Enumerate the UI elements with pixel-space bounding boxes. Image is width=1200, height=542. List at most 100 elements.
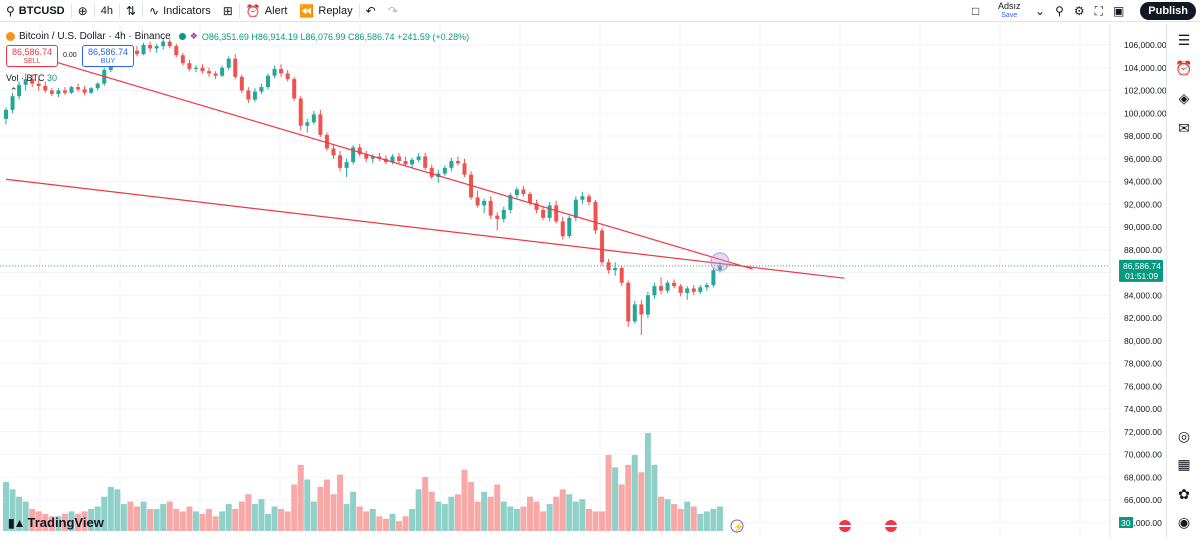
volume-bar xyxy=(599,511,606,531)
volume-bar xyxy=(48,516,55,531)
volume-bar xyxy=(206,508,213,531)
candle-body xyxy=(593,201,598,231)
chevron-down-icon[interactable]: ⌄ xyxy=(1035,4,1046,18)
candle-body xyxy=(514,189,519,196)
candle-body xyxy=(423,156,428,168)
candle xyxy=(711,267,716,288)
volume-legend[interactable]: Vol · BTC 30 xyxy=(6,73,57,83)
layers-icon[interactable]: ◈ xyxy=(1178,90,1190,106)
candle-body xyxy=(482,200,487,206)
interval-button[interactable]: 4h xyxy=(95,0,119,22)
right-toolbar: ☰ ⏰ ◈ ✉ ◎ ▦ ✿ ◉ xyxy=(1166,23,1200,537)
candle-body xyxy=(357,147,362,155)
volume-bar xyxy=(258,499,265,531)
calendar-icon[interactable]: ▦ xyxy=(1177,456,1191,472)
candle xyxy=(292,76,297,101)
alerts-clock-icon[interactable]: ⏰ xyxy=(1175,60,1193,76)
economic-events: ⚡ xyxy=(730,519,897,533)
candle xyxy=(311,110,316,125)
price-tick-label: 90,000.00 xyxy=(1124,222,1162,232)
tradingview-logo[interactable]: ▮▲ TradingView xyxy=(8,515,104,530)
indicators-button[interactable]: ∿ Indicators xyxy=(143,0,217,22)
layouts-button[interactable]: ⊞ xyxy=(217,0,239,22)
candle-body xyxy=(403,161,408,165)
publish-button[interactable]: Publish xyxy=(1140,2,1196,20)
price-tick-label: 74,000.00 xyxy=(1124,404,1162,414)
settings-icon[interactable]: ⚙ xyxy=(1073,4,1085,18)
price-tick-label: 92,000.00 xyxy=(1124,199,1162,209)
collapse-legend-icon[interactable]: ⌃ xyxy=(10,86,18,96)
alert-button[interactable]: ⏰ Alert xyxy=(240,0,294,22)
camera-icon[interactable]: ▣ xyxy=(1113,4,1125,18)
broadcast-icon[interactable]: ✿ xyxy=(1178,486,1190,502)
price-tick-label: 94,000.00 xyxy=(1124,177,1162,187)
tradingview-logo-text: TradingView xyxy=(27,515,104,530)
volume-bar xyxy=(382,518,389,531)
chart-area[interactable]: 106,000.00 104,000.00 102,000.00 100,000.00… xyxy=(0,23,1167,537)
candle-body xyxy=(252,91,257,100)
candle xyxy=(567,215,572,239)
volume-bar xyxy=(710,508,717,531)
fullscreen-icon[interactable]: ⛶ xyxy=(1094,4,1104,18)
candle-body xyxy=(292,79,297,99)
candle-body xyxy=(36,83,41,86)
candle xyxy=(351,145,356,165)
candle xyxy=(187,59,192,72)
volume-bar xyxy=(592,511,599,531)
candle-body xyxy=(30,79,35,84)
candle-body xyxy=(573,199,578,218)
volume-bar xyxy=(363,511,370,531)
buy-button[interactable]: 86,586.74 BUY xyxy=(82,45,134,67)
candle xyxy=(62,87,67,96)
candle-body xyxy=(416,156,421,160)
candle-body xyxy=(154,46,159,49)
notifications-icon[interactable]: ◉ xyxy=(1177,514,1191,530)
candle xyxy=(685,286,690,300)
volume-bar xyxy=(422,477,429,531)
candle-body xyxy=(69,87,74,93)
volume-bar xyxy=(107,486,114,531)
candle xyxy=(429,164,434,180)
chat-icon[interactable]: ✉ xyxy=(1178,120,1190,136)
volume-bar xyxy=(697,513,704,531)
candle-body xyxy=(344,162,349,168)
volume-badge-bg xyxy=(1119,517,1133,528)
account-save: Save xyxy=(1001,12,1018,19)
divider xyxy=(238,3,240,18)
watchlist-icon[interactable]: ☰ xyxy=(1177,32,1191,48)
indicators-label: Indicators xyxy=(163,4,211,17)
volume-bar xyxy=(304,479,311,531)
volume-bar xyxy=(409,508,416,531)
price-chart[interactable]: 106,000.00 104,000.00 102,000.00 100,000.00… xyxy=(0,23,1167,537)
candle xyxy=(259,83,264,94)
volume-bar xyxy=(192,511,199,531)
volume-bar xyxy=(323,479,330,531)
redo-button[interactable]: ↷ xyxy=(382,0,404,22)
legend-title[interactable]: Bitcoin / U.S. Dollar · 4h · Binance xyxy=(19,31,171,42)
volume-bar xyxy=(88,508,95,531)
sell-button[interactable]: 86,586.74 SELL xyxy=(6,45,58,67)
candle-body xyxy=(135,50,139,55)
candles xyxy=(4,38,722,336)
candle xyxy=(331,145,336,159)
volume-bar xyxy=(716,506,723,531)
candle xyxy=(639,299,644,336)
candle xyxy=(652,282,657,299)
account-menu[interactable]: Adsız Save xyxy=(998,1,1021,21)
diamond-icon: ❖ xyxy=(189,31,198,41)
compare-button[interactable]: ⊕ xyxy=(72,0,94,22)
candle-body xyxy=(488,200,493,216)
candle-body xyxy=(613,267,618,271)
candle xyxy=(357,143,362,157)
symbol-search[interactable]: ⚲ BTCUSD xyxy=(0,0,71,22)
tradingview-mark-icon: ▮▲ xyxy=(8,515,26,530)
layout-toggle-button[interactable]: □ xyxy=(966,0,985,22)
chart-type-button[interactable]: ⇅ xyxy=(120,0,142,22)
quick-search-icon[interactable]: ⚲ xyxy=(1055,4,1064,18)
target-icon[interactable]: ◎ xyxy=(1177,428,1191,444)
volume-bar xyxy=(284,511,291,531)
replay-button[interactable]: ⏪ Replay xyxy=(293,0,358,22)
volume-bar xyxy=(415,489,422,531)
undo-button[interactable]: ↶ xyxy=(360,0,382,22)
trendline xyxy=(5,178,845,279)
